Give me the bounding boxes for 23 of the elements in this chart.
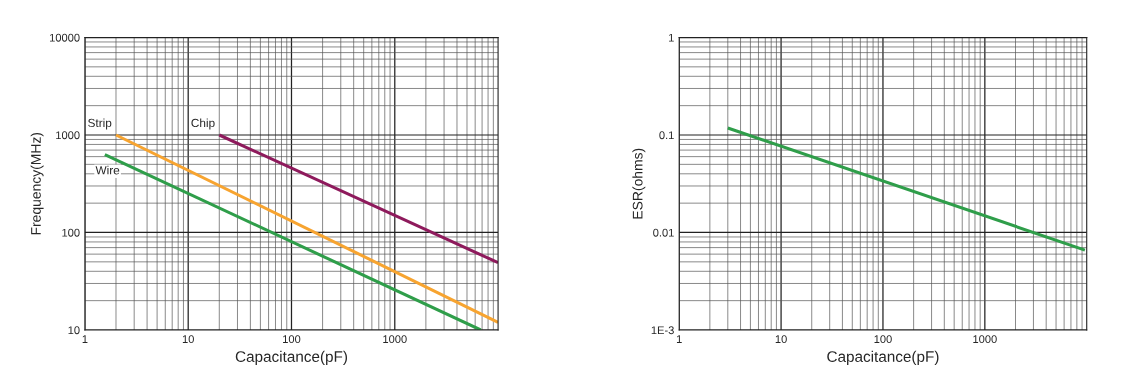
series-label: Wire bbox=[95, 165, 120, 175]
y-tick-label: 100 bbox=[62, 228, 80, 237]
x-axis-title: Capacitance(pF) bbox=[827, 350, 939, 366]
y-tick-label: 0.01 bbox=[653, 228, 674, 237]
x-tick-label: 10 bbox=[775, 335, 787, 344]
x-tick-label: 1 bbox=[82, 335, 88, 343]
y-tick-label: 1000 bbox=[56, 131, 80, 140]
y-tick-label: 1 bbox=[669, 33, 674, 42]
x-tick-label: 10 bbox=[182, 335, 194, 344]
x-tick-label: 1 bbox=[676, 335, 682, 343]
y-tick-label: 1E-3 bbox=[651, 326, 674, 335]
x-tick-label: 1000 bbox=[383, 335, 407, 344]
y-axis-title: ESR(ohms) bbox=[632, 148, 646, 219]
y-tick-label: 10000 bbox=[49, 33, 80, 42]
x-tick-label: 1000 bbox=[973, 335, 997, 344]
x-tick-label: 100 bbox=[874, 335, 892, 344]
series-label: Chip bbox=[191, 118, 215, 130]
series-label: Strip bbox=[88, 118, 112, 130]
y-axis-title: Frequency(MHz) bbox=[30, 132, 44, 235]
x-axis-title: Capacitance(pF) bbox=[235, 350, 348, 366]
x-tick-label: 100 bbox=[283, 335, 301, 344]
y-tick-label: 0.1 bbox=[659, 131, 674, 140]
y-tick-label: 10 bbox=[68, 326, 80, 335]
